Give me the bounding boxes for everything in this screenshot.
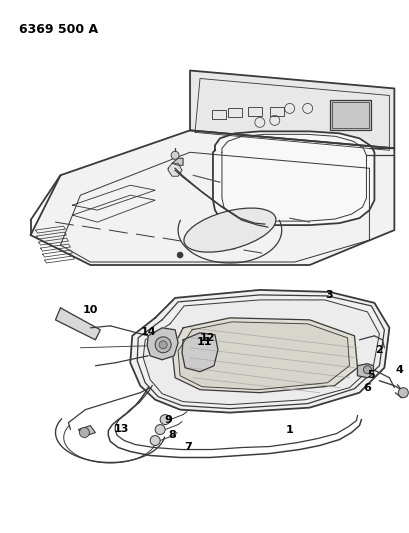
Text: 10: 10 — [83, 305, 98, 315]
Ellipse shape — [184, 208, 275, 252]
Polygon shape — [31, 131, 393, 265]
Bar — [227, 108, 241, 117]
Bar — [211, 110, 225, 119]
Polygon shape — [147, 328, 178, 360]
Text: 14: 14 — [140, 327, 156, 337]
Polygon shape — [55, 308, 100, 340]
Polygon shape — [168, 163, 182, 176]
Text: 2: 2 — [375, 345, 382, 355]
Polygon shape — [172, 318, 357, 393]
Bar — [329, 100, 371, 131]
Circle shape — [160, 415, 170, 425]
Circle shape — [398, 387, 407, 398]
Text: 11: 11 — [196, 337, 211, 347]
Polygon shape — [172, 158, 183, 165]
Text: 6369 500 A: 6369 500 A — [18, 22, 97, 36]
Text: 8: 8 — [168, 430, 175, 440]
Text: 7: 7 — [184, 441, 191, 451]
Circle shape — [159, 341, 167, 349]
Polygon shape — [182, 333, 218, 372]
Bar — [247, 108, 261, 116]
Circle shape — [150, 435, 160, 446]
Text: 6: 6 — [363, 383, 371, 393]
Text: 1: 1 — [285, 425, 293, 434]
Circle shape — [177, 252, 183, 258]
Polygon shape — [357, 364, 373, 378]
Polygon shape — [178, 322, 348, 390]
Text: 3: 3 — [325, 290, 333, 300]
Text: 5: 5 — [367, 370, 374, 379]
Circle shape — [155, 425, 165, 434]
Bar — [331, 102, 369, 128]
Circle shape — [79, 427, 89, 438]
Circle shape — [171, 151, 179, 159]
Circle shape — [155, 337, 171, 353]
Polygon shape — [130, 290, 389, 413]
Polygon shape — [190, 70, 393, 148]
Bar — [269, 108, 283, 116]
Polygon shape — [143, 300, 378, 405]
Polygon shape — [78, 425, 95, 437]
Polygon shape — [212, 131, 373, 225]
Text: 12: 12 — [199, 333, 214, 343]
Circle shape — [362, 366, 371, 374]
Text: 9: 9 — [164, 415, 172, 425]
Text: 4: 4 — [394, 365, 402, 375]
Text: 13: 13 — [113, 424, 128, 434]
